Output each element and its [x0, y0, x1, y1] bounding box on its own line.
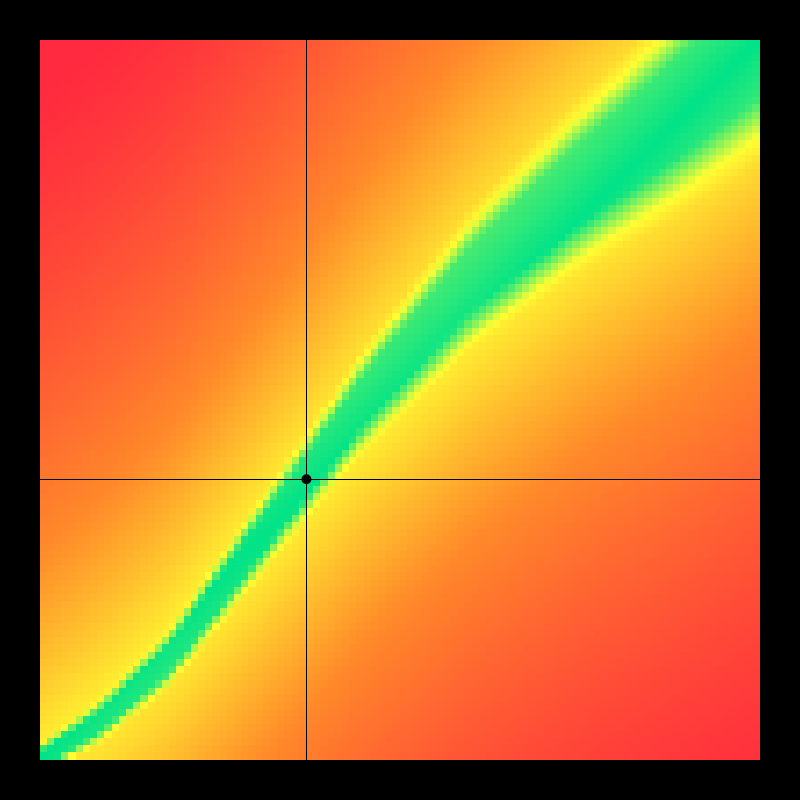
heatmap-canvas — [40, 40, 760, 760]
watermark-text: TheBottleneck.com — [568, 18, 752, 41]
chart-container: TheBottleneck.com — [0, 0, 800, 800]
